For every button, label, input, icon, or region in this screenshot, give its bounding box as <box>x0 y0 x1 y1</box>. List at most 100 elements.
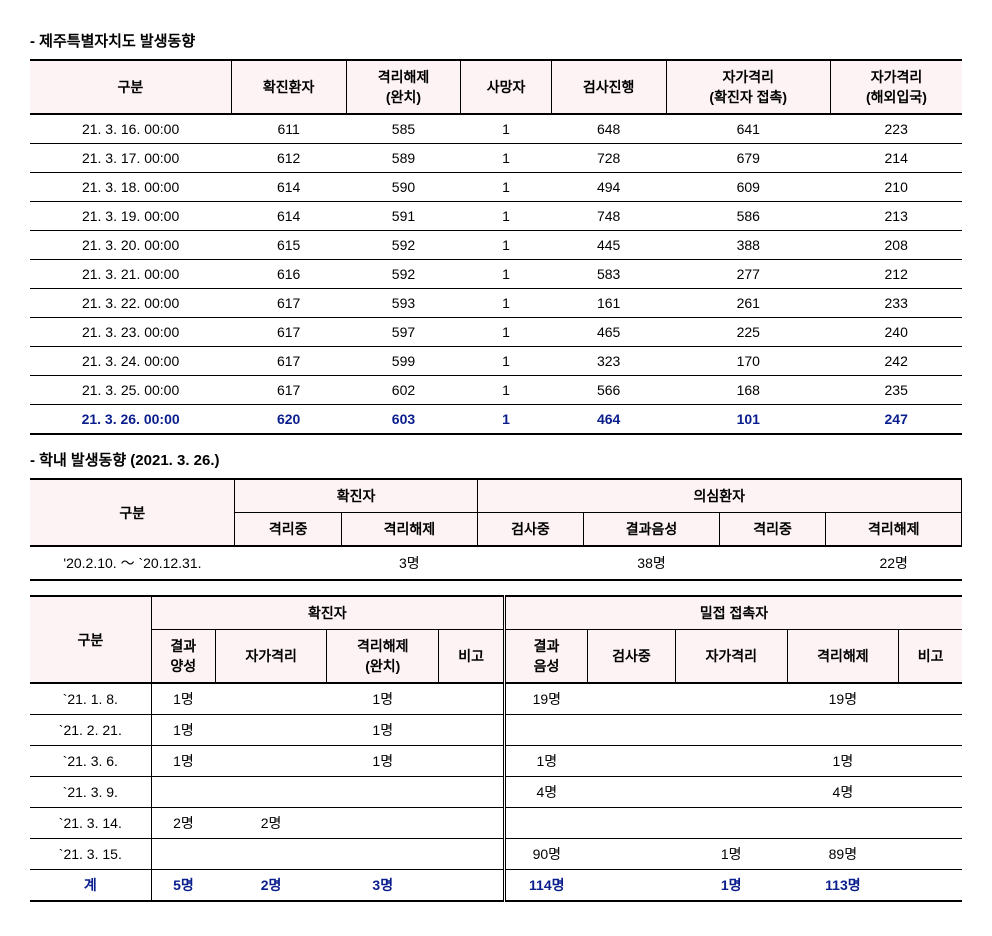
cell <box>899 808 962 839</box>
cell <box>899 870 962 902</box>
cell <box>899 715 962 746</box>
cell: 603 <box>346 405 461 435</box>
cell: `21. 3. 9. <box>30 777 151 808</box>
cell: 21. 3. 17. 00:00 <box>30 144 231 173</box>
cell: 1명 <box>787 746 899 777</box>
contact-status-table: 구분 확진자 밀접 접촉자 결과 양성 자가격리 격리해제 (완치) 비고 결과… <box>30 595 962 902</box>
cell: 611 <box>231 114 346 144</box>
cell: 89명 <box>787 839 899 870</box>
cell: 1 <box>461 318 551 347</box>
col3-released2: 격리해제 <box>787 630 899 684</box>
col2-testing: 검사중 <box>477 513 584 547</box>
cell: 3명 <box>342 546 478 580</box>
cell <box>235 546 342 580</box>
cell: 323 <box>551 347 666 376</box>
cell <box>588 777 676 808</box>
cell: 1 <box>461 260 551 289</box>
col3-positive: 결과 양성 <box>151 630 215 684</box>
cell: 277 <box>666 260 830 289</box>
cell: 4명 <box>505 777 588 808</box>
table-row: 21. 3. 25. 00:006176021566168235 <box>30 376 962 405</box>
table2-row: '20.2.10. ～ `20.12.31. 3명 38명 22명 <box>30 546 962 580</box>
cell <box>588 746 676 777</box>
cell: 1 <box>461 173 551 202</box>
section2-title: - 학내 발생동향 (2021. 3. 26.) <box>30 449 962 470</box>
cell: 21. 3. 19. 00:00 <box>30 202 231 231</box>
cell <box>151 839 215 870</box>
col3-confirmed: 확진자 <box>151 596 504 630</box>
cell: `21. 3. 14. <box>30 808 151 839</box>
cell <box>439 839 505 870</box>
cell: 465 <box>551 318 666 347</box>
col3-selfq: 자가격리 <box>215 630 327 684</box>
cell: 210 <box>830 173 962 202</box>
table-row: 21. 3. 19. 00:006145911748586213 <box>30 202 962 231</box>
col3-released: 격리해제 (완치) <box>327 630 439 684</box>
cell: 615 <box>231 231 346 260</box>
cell <box>899 777 962 808</box>
cell: 21. 3. 21. 00:00 <box>30 260 231 289</box>
cell <box>439 870 505 902</box>
table-row: 21. 3. 18. 00:006145901494609210 <box>30 173 962 202</box>
jeju-status-table: 구분 확진환자 격리해제 (완치) 사망자 검사진행 자가격리 (확진자 접촉)… <box>30 59 962 435</box>
cell: 614 <box>231 202 346 231</box>
table-row-total: 계5명2명3명114명1명113명 <box>30 870 962 902</box>
cell: 1 <box>461 202 551 231</box>
cell: 247 <box>830 405 962 435</box>
cell: 1 <box>461 405 551 435</box>
cell <box>439 777 505 808</box>
cell: 223 <box>830 114 962 144</box>
cell <box>675 715 787 746</box>
table-row: 21. 3. 22. 00:006175931161261233 <box>30 289 962 318</box>
cell: 612 <box>231 144 346 173</box>
cell: 38명 <box>584 546 720 580</box>
cell: 101 <box>666 405 830 435</box>
col2-suspect: 의심환자 <box>477 479 961 513</box>
col-gubun: 구분 <box>30 60 231 114</box>
col2-gubun: 구분 <box>30 479 235 546</box>
table-row: 21. 3. 24. 00:006175991323170242 <box>30 347 962 376</box>
cell: 212 <box>830 260 962 289</box>
cell: 21. 3. 24. 00:00 <box>30 347 231 376</box>
cell: 1명 <box>151 683 215 715</box>
col2-quarantine: 격리중 <box>235 513 342 547</box>
cell: 19명 <box>505 683 588 715</box>
cell: 1 <box>461 231 551 260</box>
col3-gubun: 구분 <box>30 596 151 683</box>
cell: 2명 <box>215 808 327 839</box>
cell: 168 <box>666 376 830 405</box>
cell: `21. 3. 15. <box>30 839 151 870</box>
cell: 1명 <box>327 715 439 746</box>
cell <box>215 746 327 777</box>
cell: 583 <box>551 260 666 289</box>
table-row-highlight: 21. 3. 26. 00:006206031464101247 <box>30 405 962 435</box>
cell: 114명 <box>505 870 588 902</box>
cell: 589 <box>346 144 461 173</box>
cell <box>439 746 505 777</box>
cell: `21. 3. 6. <box>30 746 151 777</box>
table-row: 21. 3. 20. 00:006155921445388208 <box>30 231 962 260</box>
cell: 1 <box>461 289 551 318</box>
table-row: 21. 3. 16. 00:006115851648641223 <box>30 114 962 144</box>
cell <box>675 777 787 808</box>
cell <box>787 715 899 746</box>
cell: 590 <box>346 173 461 202</box>
cell <box>588 715 676 746</box>
cell: 1 <box>461 144 551 173</box>
cell: 242 <box>830 347 962 376</box>
school-status-table: 구분 확진자 의심환자 격리중 격리해제 검사중 결과음성 격리중 격리해제 '… <box>30 478 962 581</box>
cell <box>588 870 676 902</box>
cell: 586 <box>666 202 830 231</box>
table-row: `21. 2. 21.1명1명 <box>30 715 962 746</box>
cell: 233 <box>830 289 962 318</box>
cell: 679 <box>666 144 830 173</box>
col3-contact: 밀접 접촉자 <box>505 596 962 630</box>
col2-released: 격리해제 <box>342 513 478 547</box>
cell <box>215 715 327 746</box>
cell: 1명 <box>675 839 787 870</box>
cell: 21. 3. 18. 00:00 <box>30 173 231 202</box>
cell: 4명 <box>787 777 899 808</box>
cell: 1명 <box>327 683 439 715</box>
cell: 388 <box>666 231 830 260</box>
cell: 계 <box>30 870 151 902</box>
